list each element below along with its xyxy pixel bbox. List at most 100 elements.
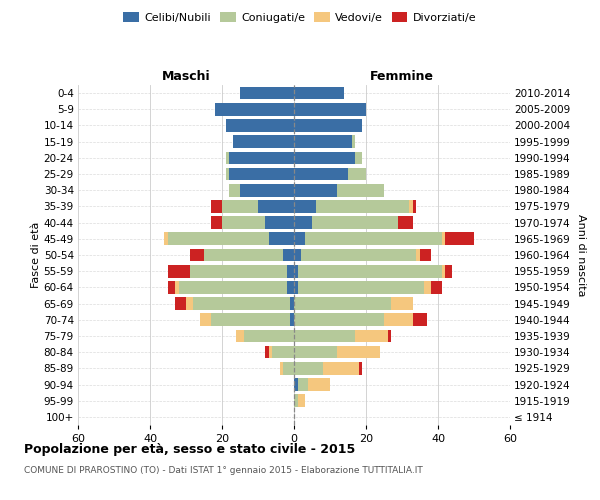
Bar	[409, 200, 413, 212]
Bar	[211, 216, 222, 229]
Text: COMUNE DI PRAROSTINO (TO) - Dati ISTAT 1° gennaio 2015 - Elaborazione TUTTITALIA: COMUNE DI PRAROSTINO (TO) - Dati ISTAT 1…	[24, 466, 423, 475]
Bar	[280, 362, 283, 374]
Bar	[294, 87, 344, 100]
Bar	[265, 346, 269, 358]
Bar	[294, 184, 337, 196]
Bar	[301, 248, 416, 262]
Bar	[420, 248, 431, 262]
Bar	[305, 232, 442, 245]
Bar	[294, 314, 384, 326]
Bar	[265, 216, 294, 229]
Bar	[298, 281, 424, 293]
Bar	[388, 330, 391, 342]
Bar	[287, 265, 294, 278]
Bar	[294, 330, 355, 342]
Bar	[298, 394, 305, 407]
Bar	[298, 378, 308, 391]
Bar	[233, 136, 294, 148]
Text: Maschi: Maschi	[161, 70, 211, 82]
Bar	[294, 298, 391, 310]
Bar	[229, 184, 240, 196]
Bar	[294, 248, 301, 262]
Bar	[355, 152, 362, 164]
Bar	[308, 378, 330, 391]
Bar	[416, 248, 420, 262]
Bar	[244, 330, 294, 342]
Bar	[186, 298, 193, 310]
Bar	[323, 362, 359, 374]
Bar	[200, 314, 211, 326]
Bar	[424, 281, 431, 293]
Bar	[269, 232, 294, 245]
Bar	[179, 281, 287, 293]
Bar	[190, 265, 287, 278]
Bar	[294, 119, 362, 132]
Legend: Celibi/Nubili, Coniugati/e, Vedovi/e, Divorziati/e: Celibi/Nubili, Coniugati/e, Vedovi/e, Di…	[119, 8, 481, 28]
Bar	[294, 362, 323, 374]
Bar	[168, 281, 175, 293]
Bar	[431, 281, 442, 293]
Y-axis label: Fasce di età: Fasce di età	[31, 222, 41, 288]
Bar	[193, 298, 290, 310]
Bar	[294, 346, 337, 358]
Bar	[290, 314, 294, 326]
Bar	[413, 314, 427, 326]
Bar	[294, 136, 352, 148]
Bar	[175, 281, 179, 293]
Bar	[229, 168, 294, 180]
Bar	[190, 248, 204, 262]
Bar	[258, 200, 294, 212]
Bar	[164, 232, 168, 245]
Bar	[222, 216, 265, 229]
Text: Femmine: Femmine	[370, 70, 434, 82]
Bar	[283, 248, 294, 262]
Bar	[294, 265, 298, 278]
Bar	[175, 298, 186, 310]
Bar	[294, 394, 298, 407]
Bar	[352, 136, 355, 148]
Bar	[348, 168, 366, 180]
Bar	[236, 330, 244, 342]
Bar	[413, 200, 416, 212]
Bar	[316, 200, 409, 212]
Bar	[294, 152, 355, 164]
Bar	[384, 314, 413, 326]
Bar	[337, 346, 380, 358]
Bar	[445, 265, 452, 278]
Bar	[240, 184, 294, 196]
Bar	[215, 103, 294, 116]
Bar	[294, 281, 298, 293]
Bar	[294, 200, 316, 212]
Bar	[442, 232, 445, 245]
Bar	[294, 232, 305, 245]
Bar	[391, 298, 413, 310]
Bar	[240, 87, 294, 100]
Bar	[445, 232, 474, 245]
Bar	[229, 152, 294, 164]
Bar	[211, 314, 290, 326]
Bar	[290, 298, 294, 310]
Bar	[226, 152, 229, 164]
Bar	[359, 362, 362, 374]
Bar	[355, 330, 388, 342]
Bar	[312, 216, 398, 229]
Bar	[298, 265, 442, 278]
Bar	[168, 232, 269, 245]
Bar	[269, 346, 272, 358]
Bar	[226, 119, 294, 132]
Y-axis label: Anni di nascita: Anni di nascita	[577, 214, 586, 296]
Bar	[204, 248, 283, 262]
Bar	[272, 346, 294, 358]
Bar	[337, 184, 384, 196]
Bar	[283, 362, 294, 374]
Bar	[442, 265, 445, 278]
Bar	[222, 200, 258, 212]
Bar	[294, 168, 348, 180]
Bar	[226, 168, 229, 180]
Bar	[398, 216, 413, 229]
Bar	[211, 200, 222, 212]
Bar	[168, 265, 190, 278]
Bar	[294, 378, 298, 391]
Bar	[287, 281, 294, 293]
Bar	[294, 216, 312, 229]
